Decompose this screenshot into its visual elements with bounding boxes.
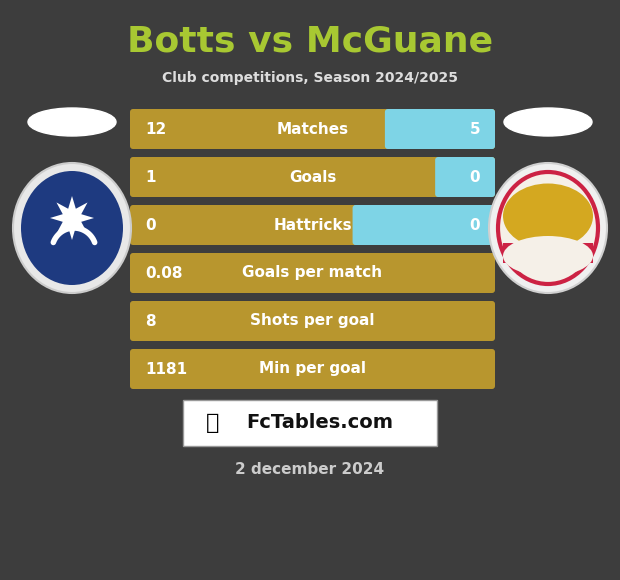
FancyBboxPatch shape	[130, 349, 495, 389]
FancyBboxPatch shape	[130, 157, 495, 197]
Text: 2 december 2024: 2 december 2024	[236, 462, 384, 477]
Text: 8: 8	[145, 314, 156, 328]
FancyBboxPatch shape	[183, 400, 437, 446]
Text: Shots per goal: Shots per goal	[250, 314, 374, 328]
FancyBboxPatch shape	[503, 243, 593, 263]
Ellipse shape	[504, 108, 592, 136]
Text: Botts vs McGuane: Botts vs McGuane	[127, 25, 493, 59]
Ellipse shape	[21, 171, 123, 285]
FancyBboxPatch shape	[435, 157, 495, 197]
Text: 1181: 1181	[145, 361, 187, 376]
Text: 0.08: 0.08	[145, 266, 182, 281]
Ellipse shape	[503, 236, 593, 276]
Text: 12: 12	[145, 121, 166, 136]
Text: 1: 1	[145, 169, 156, 184]
Text: Min per goal: Min per goal	[259, 361, 366, 376]
Text: 0: 0	[469, 169, 480, 184]
Text: 📊: 📊	[206, 413, 219, 433]
Ellipse shape	[28, 108, 116, 136]
FancyBboxPatch shape	[385, 109, 495, 149]
Text: Club competitions, Season 2024/2025: Club competitions, Season 2024/2025	[162, 71, 458, 85]
FancyBboxPatch shape	[353, 205, 495, 245]
FancyBboxPatch shape	[130, 253, 495, 293]
Text: 0: 0	[469, 218, 480, 233]
Ellipse shape	[498, 172, 598, 284]
PathPatch shape	[50, 196, 94, 240]
FancyBboxPatch shape	[130, 205, 495, 245]
Ellipse shape	[489, 163, 607, 293]
Text: Matches: Matches	[277, 121, 348, 136]
Text: FcTables.com: FcTables.com	[247, 414, 394, 433]
Text: Goals per match: Goals per match	[242, 266, 383, 281]
Text: 0: 0	[145, 218, 156, 233]
FancyBboxPatch shape	[130, 109, 495, 149]
Text: Goals: Goals	[289, 169, 336, 184]
FancyBboxPatch shape	[130, 301, 495, 341]
Ellipse shape	[13, 163, 131, 293]
Text: Hattricks: Hattricks	[273, 218, 352, 233]
Ellipse shape	[503, 183, 593, 248]
Text: 5: 5	[469, 121, 480, 136]
